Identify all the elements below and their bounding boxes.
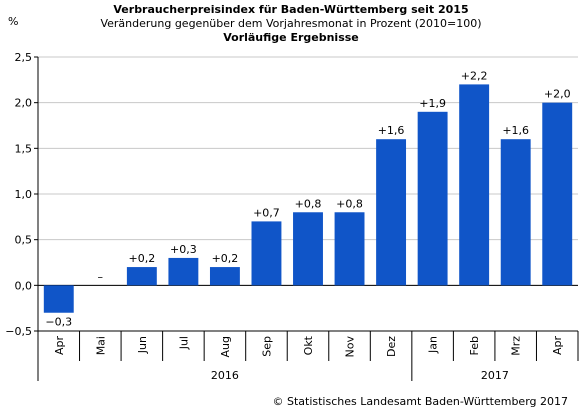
- x-category-label: Jun: [136, 336, 149, 354]
- x-category-label: Nov: [344, 336, 357, 358]
- data-label: +0,2: [212, 252, 239, 265]
- data-label: –: [98, 270, 104, 283]
- x-category-label: Mrz: [510, 336, 523, 356]
- data-label: +0,3: [170, 243, 197, 256]
- bar: [417, 111, 448, 286]
- data-label: +1,9: [419, 97, 446, 110]
- x-category-label: Dez: [385, 336, 398, 357]
- x-category-label: Apr: [551, 336, 564, 356]
- data-label: +0,8: [336, 197, 363, 210]
- y-tick-label: 2,0: [15, 97, 33, 110]
- y-axis-unit: %: [8, 15, 19, 28]
- bar: [334, 212, 365, 286]
- bar: [126, 267, 157, 286]
- x-category-label: Feb: [468, 336, 481, 355]
- bar: [542, 102, 573, 286]
- x-category-label: Aug: [219, 336, 232, 357]
- bar-chart: −0,5 0,0 0,5 1,0 1,5 2,0 2,5 −0,3 – +0,2 +0,3 +0,2 +…: [5, 51, 579, 382]
- x-category-label: Okt: [302, 335, 315, 355]
- y-tick-label: −0,5: [5, 325, 32, 338]
- y-tick-label: 1,5: [15, 142, 33, 155]
- title-block: Verbraucherpreisindex für Baden-Württemb…: [0, 3, 582, 45]
- bar: [251, 221, 282, 286]
- data-label: −0,3: [45, 316, 72, 329]
- x-category-label: Jul: [177, 336, 190, 350]
- bar: [459, 84, 490, 286]
- chart-title: Verbraucherpreisindex für Baden-Württemb…: [113, 3, 469, 16]
- x-category-label: Mai: [94, 336, 107, 355]
- bar: [293, 212, 323, 286]
- x-category-label: Jan: [427, 336, 440, 354]
- bar: [376, 139, 407, 286]
- data-label: +1,6: [502, 124, 529, 137]
- x-category-label: Sep: [260, 336, 273, 357]
- y-tick-label: 2,5: [15, 51, 33, 64]
- chart-subtitle: Veränderung gegenüber dem Vorjahresmonat…: [100, 17, 482, 30]
- bar: [43, 285, 74, 313]
- data-label: +2,0: [544, 88, 571, 101]
- x-category-label: Apr: [53, 336, 66, 356]
- year-label: 2016: [211, 369, 239, 382]
- data-label: +2,2: [461, 69, 488, 82]
- chart-subtitle-preliminary: Vorläufige Ergebnisse: [223, 31, 359, 44]
- y-tick-label: 1,0: [15, 188, 33, 201]
- data-label: +0,2: [128, 252, 155, 265]
- data-label: +0,8: [295, 197, 322, 210]
- year-label: 2017: [481, 369, 509, 382]
- data-label: +0,7: [253, 206, 280, 219]
- y-tick-label: 0,5: [15, 234, 33, 247]
- bar: [500, 139, 531, 286]
- copyright-notice: © Statistisches Landesamt Baden-Württemb…: [272, 395, 568, 408]
- bar: [209, 267, 240, 286]
- data-label: +1,6: [378, 124, 405, 137]
- y-tick-label: 0,0: [15, 279, 33, 292]
- bar: [168, 257, 199, 286]
